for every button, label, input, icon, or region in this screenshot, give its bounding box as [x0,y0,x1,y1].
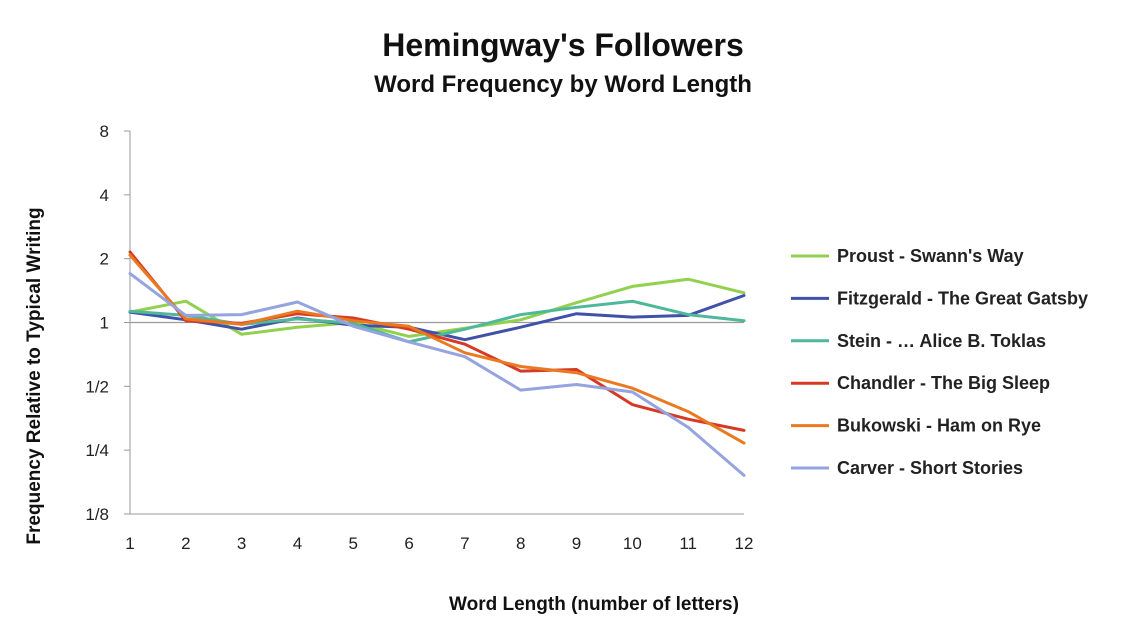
series-line-5 [128,272,746,477]
x-axis: 1 2 3 4 5 6 7 8 9 10 11 12 [125,513,754,553]
x-tick-label: 6 [404,534,413,553]
y-tick-label: 8 [100,122,109,141]
series-lines [128,250,746,477]
chart-subtitle: Word Frequency by Word Length [374,71,752,98]
legend-entry: Chandler - The Big Sleep [837,373,1050,393]
y-tick-label: 1/2 [85,377,109,396]
legend-entry: Proust - Swann's Way [837,246,1024,266]
y-tick-label: 2 [100,250,109,269]
x-tick-label: 3 [237,534,246,553]
x-tick-label: 5 [349,534,358,553]
series-line-0 [128,277,746,338]
x-tick-label: 1 [125,534,134,553]
legend-entry: Bukowski - Ham on Rye [837,416,1041,436]
x-tick-label: 8 [516,534,525,553]
y-tick-label: 1 [100,314,109,333]
y-tick-label: 1/8 [85,505,109,524]
legend-entry: Stein - … Alice B. Toklas [837,331,1046,351]
y-tick-label: 1/4 [85,441,109,460]
x-tick-label: 4 [293,534,302,553]
x-axis-label: Word Length (number of letters) [449,594,739,615]
x-tick-label: 9 [572,534,581,553]
x-tick-label: 10 [623,534,642,553]
series-line-4 [128,253,746,445]
y-axis: 8 4 2 1 1/2 1/4 1/8 [85,122,131,524]
x-tick-label: 11 [679,534,697,553]
series-line-1 [128,294,746,342]
chart-title: Hemingway's Followers [382,27,743,63]
x-tick-label: 7 [460,534,469,553]
legend-entry: Fitzgerald - The Great Gatsby [837,288,1088,308]
x-tick-label: 2 [181,534,190,553]
legend-entry: Carver - Short Stories [837,458,1023,478]
x-tick-label: 12 [735,534,754,553]
y-axis-label: Frequency Relative to Typical Writing [24,207,45,544]
legend: Proust - Swann's Way Fitzgerald - The Gre… [791,246,1088,478]
y-tick-label: 4 [100,186,109,205]
